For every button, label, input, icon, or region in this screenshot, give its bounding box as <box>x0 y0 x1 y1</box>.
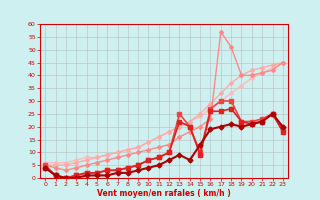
X-axis label: Vent moyen/en rafales ( km/h ): Vent moyen/en rafales ( km/h ) <box>97 189 231 198</box>
